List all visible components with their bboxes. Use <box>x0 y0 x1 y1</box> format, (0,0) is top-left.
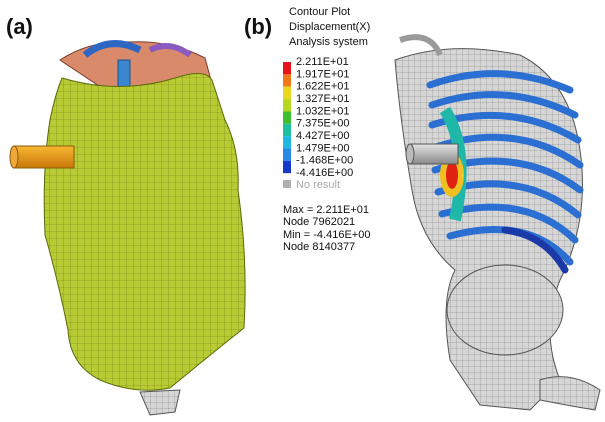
legend-color-band <box>283 148 291 160</box>
legend-color-band <box>283 136 291 148</box>
legend-level-label: 2.211E+01 <box>296 56 349 68</box>
summary-line: Node 7962021 <box>283 216 355 228</box>
legend-level-label: 4.427E+00 <box>296 130 350 142</box>
model-a <box>10 42 245 415</box>
no-result-swatch <box>283 180 291 188</box>
legend-color-band <box>283 87 291 99</box>
legend-level-label: -1.468E+00 <box>296 155 353 167</box>
legend-level-label: 1.032E+01 <box>296 105 350 117</box>
legend-title: Analysis system <box>289 36 368 48</box>
legend-color-band <box>283 74 291 86</box>
legend-level-label: -4.416E+00 <box>296 167 353 179</box>
legend-level-label: 7.375E+00 <box>296 118 350 130</box>
legend-level-label: 1.622E+01 <box>296 81 350 93</box>
model-b <box>395 37 600 410</box>
summary-line: Node 8140377 <box>283 241 355 253</box>
summary-line: Min = -4.416E+00 <box>283 229 370 241</box>
panel-label: (b) <box>244 14 272 39</box>
no-result-label: No result <box>296 179 340 191</box>
contour-legend: 2.211E+011.917E+011.622E+011.327E+011.03… <box>283 56 353 179</box>
panel-label: (a) <box>6 14 33 39</box>
legend-color-band <box>283 124 291 136</box>
legend-level-label: 1.479E+00 <box>296 142 350 154</box>
legend-color-band <box>283 99 291 111</box>
legend-level-label: 1.917E+01 <box>296 68 350 80</box>
summary-line: Max = 2.211E+01 <box>283 204 369 216</box>
legend-color-band <box>283 161 291 173</box>
legend-title: Displacement(X) <box>289 21 370 33</box>
legend-title: Contour Plot <box>289 6 350 18</box>
legend-color-band <box>283 111 291 123</box>
legend-level-label: 1.327E+01 <box>296 93 350 105</box>
figure: (a) (b) Contour Plot Displacement(X) Ana… <box>0 0 605 422</box>
legend-color-band <box>283 62 291 74</box>
